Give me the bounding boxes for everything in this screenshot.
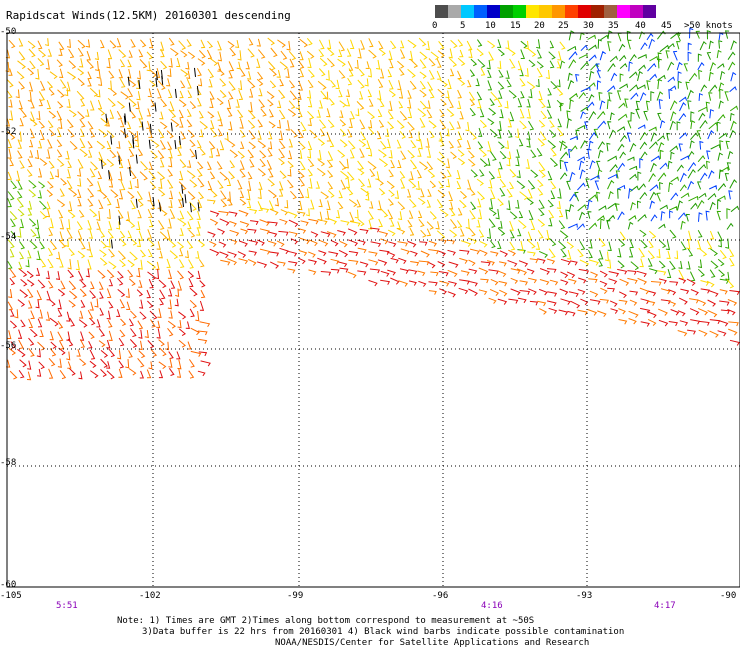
time-label: 5:51 [56,601,78,611]
time-label: 4:16 [481,601,503,611]
lat-label: -54 [0,232,17,242]
colorbar-label: 0 [432,21,438,31]
colorbar-label: 40 [635,21,646,31]
lat-label: -52 [0,127,17,137]
map-grid [7,32,740,587]
colorbar-segment [461,5,474,18]
colorbar-label: 25 [558,21,569,31]
colorbar-segment [448,5,461,18]
colorbar-segment [617,5,630,18]
lon-label: -90 [720,591,737,601]
note-line-3: NOAA/NESDIS/Center for Satellite Applica… [275,638,590,648]
colorbar-segment [552,5,565,18]
colorbar-segment [591,5,604,18]
lat-label: -50 [0,27,17,37]
colorbar-label: 45 [661,21,672,31]
note-line-1: Note: 1) Times are GMT 2)Times along bot… [117,616,535,626]
colorbar-segment [513,5,526,18]
map-title: Rapidscat Winds(12.5KM) 20160301 descend… [6,9,291,22]
colorbar-segment [578,5,591,18]
colorbar-segment [500,5,513,18]
wind-barbs [100,67,200,249]
lat-label: -56 [0,341,17,351]
wind-barbs [7,180,47,270]
lon-label: -96 [432,591,449,601]
colorbar-labels: 0 5 10 15 20 25 30 35 40 45 >50 knots [432,21,740,33]
colorbar-segment [565,5,578,18]
wind-barbs [5,37,308,209]
wind-barb-field [5,27,740,381]
lat-label: -58 [0,458,17,468]
map-frame [6,32,740,588]
lon-label: -102 [139,591,161,601]
colorbar-label: 5 [460,21,466,31]
note-line-2: 3)Data buffer is 22 hrs from 20160301 4)… [142,627,625,637]
colorbar-segment [474,5,487,18]
colorbar-segment [643,5,656,18]
colorbar-label: 30 [583,21,594,31]
wind-barbs [563,27,737,231]
wind-barbs [9,210,740,380]
wind-barbs [6,37,306,208]
colorbar-segment [604,5,617,18]
lon-label: -105 [0,591,22,601]
colorbar-segment [435,5,448,18]
wind-barbs [39,37,715,288]
wind-barbs [469,39,730,284]
colorbar-label: 15 [510,21,521,31]
time-label: 4:17 [654,601,676,611]
lat-label: -60 [0,580,17,590]
colorbar-segment [539,5,552,18]
colorbar-segment [487,5,500,18]
colorbar-label: >50 knots [684,21,733,31]
colorbar-label: 20 [534,21,545,31]
wind-barbs [6,267,211,381]
wind-barbs [45,38,476,271]
wind-barbs [476,40,735,289]
colorbar-segment [630,5,643,18]
colorbar-segment [526,5,539,18]
lon-label: -99 [287,591,304,601]
lon-label: -93 [576,591,593,601]
colorbar-label: 10 [485,21,496,31]
speed-colorbar [435,5,656,18]
wind-barbs [7,189,37,270]
wind-barbs [209,209,739,338]
colorbar-label: 35 [608,21,619,31]
wind-barbs [559,30,740,230]
